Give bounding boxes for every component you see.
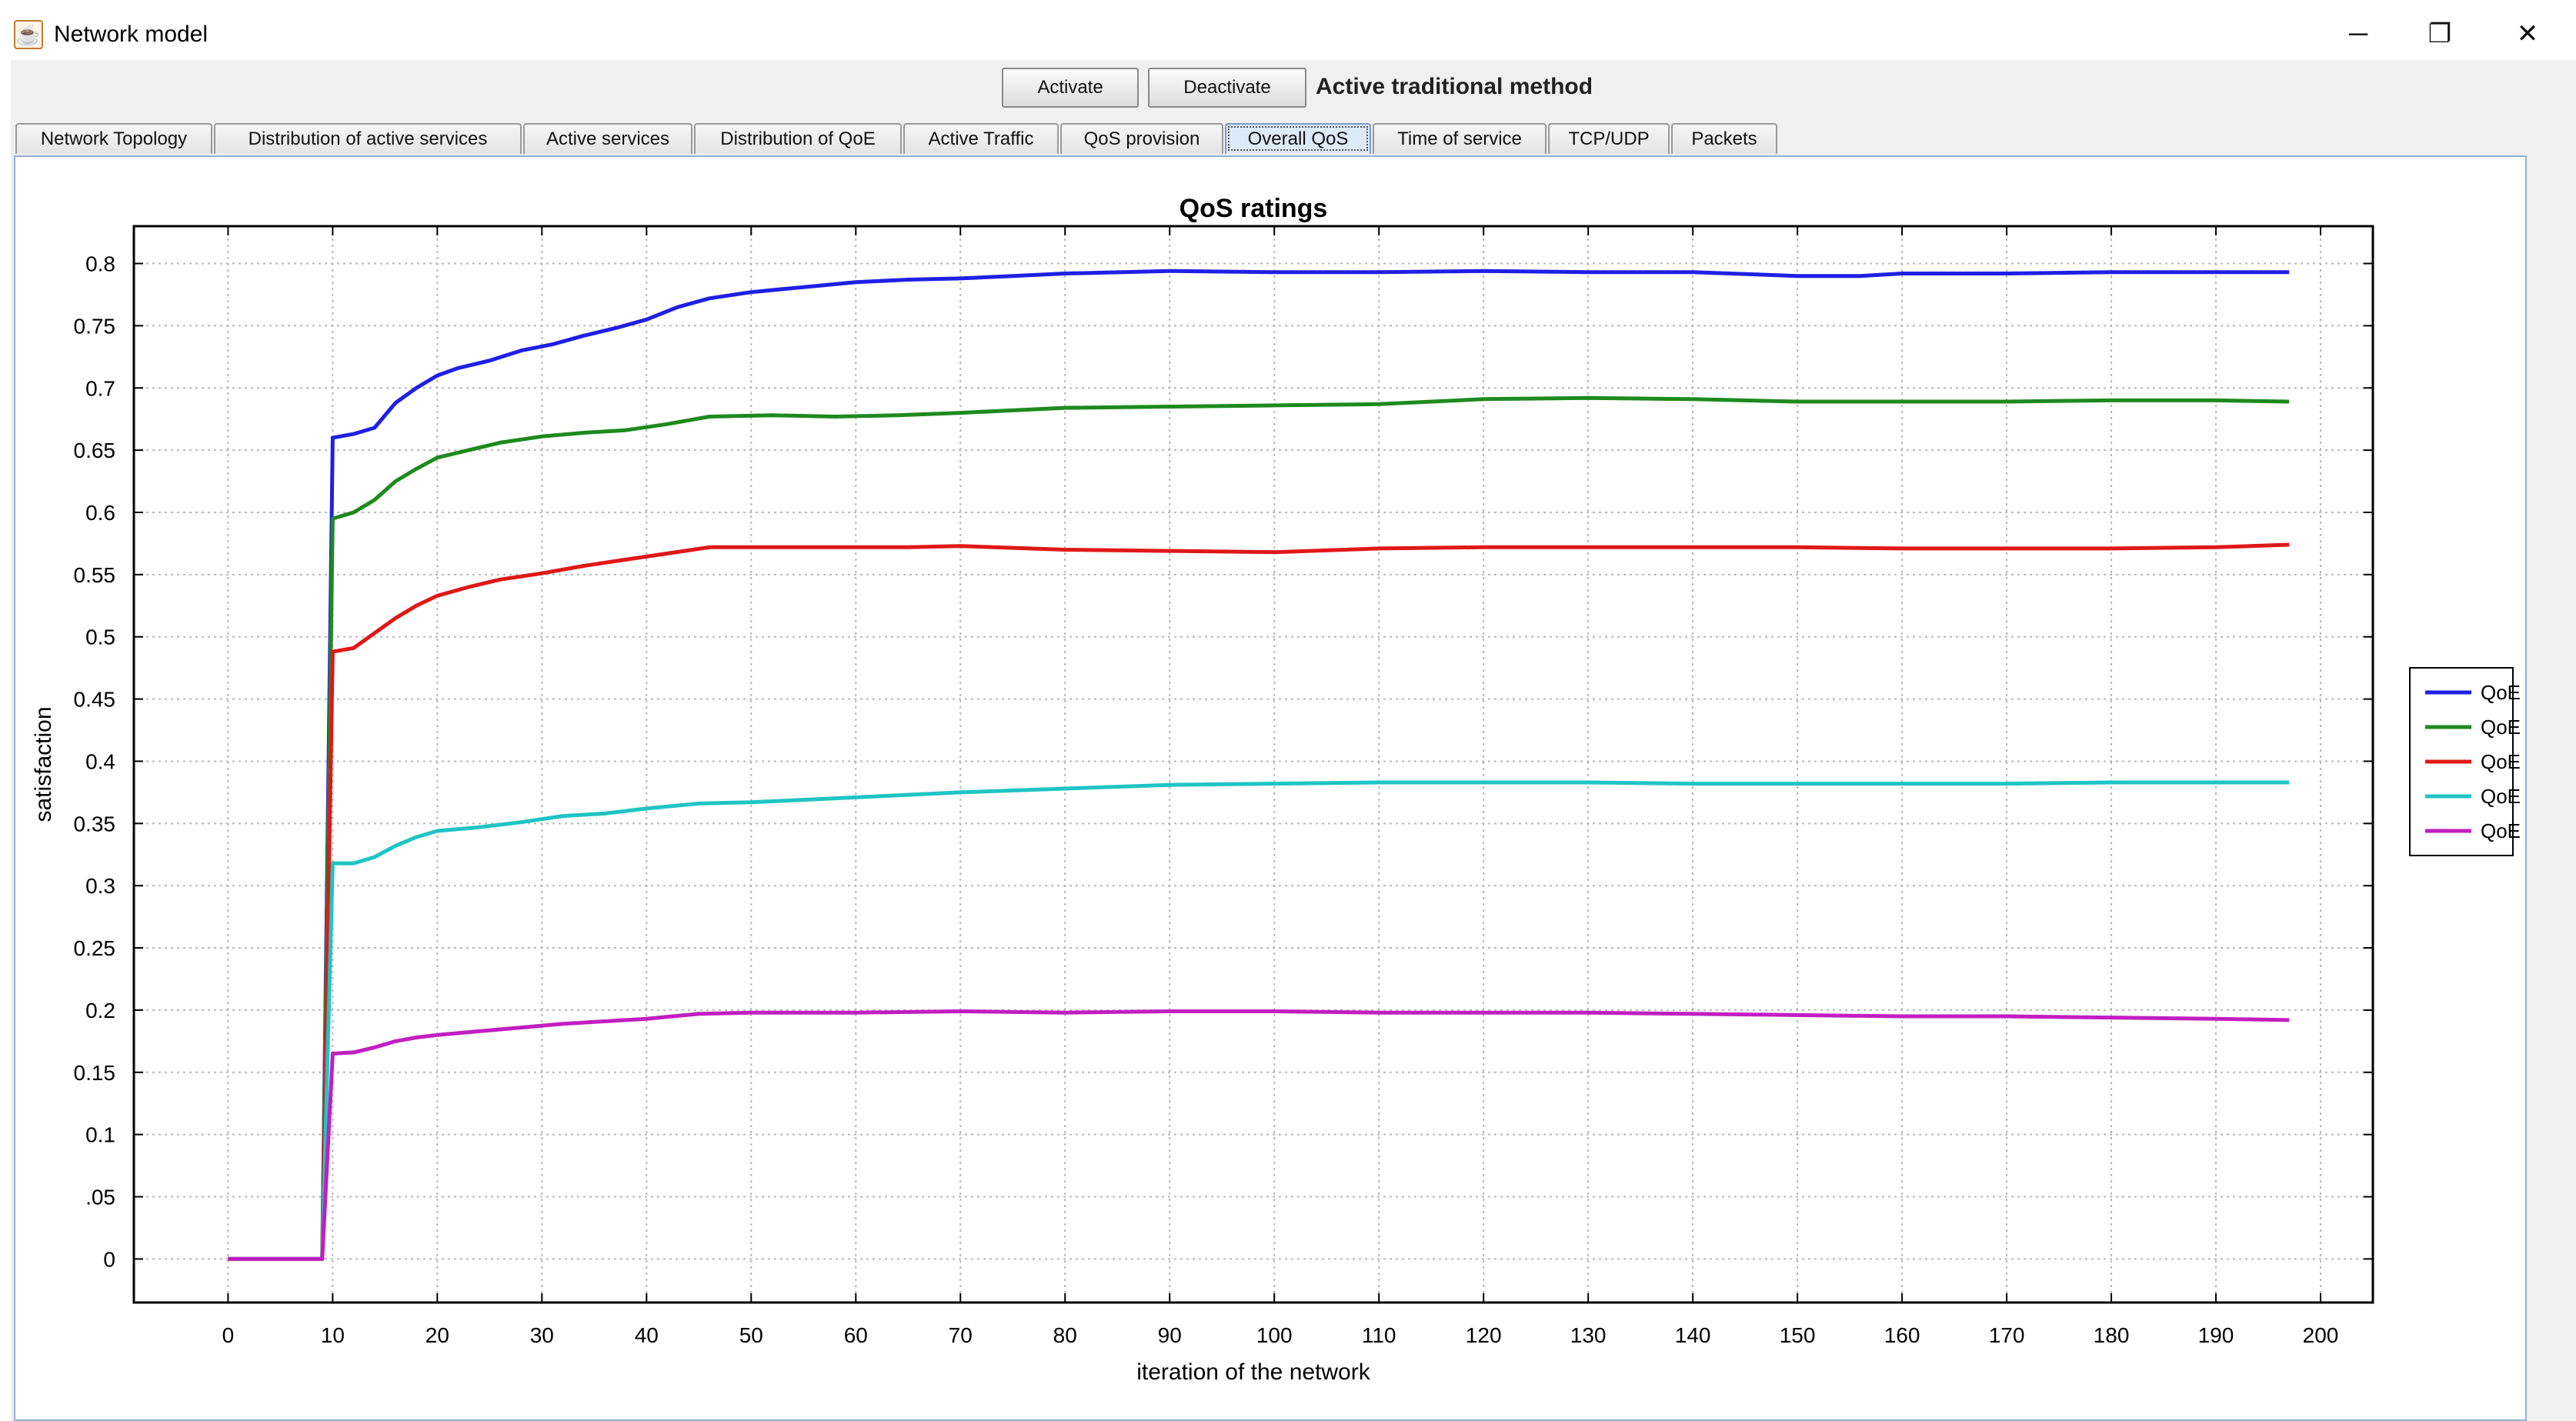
series-line-qoe-4 [228, 780, 2290, 1261]
y-tick-label: 0.75 [74, 314, 116, 338]
series-line-qoe-5 [228, 1009, 2290, 1261]
tab-qos-provision[interactable]: QoS provision [1060, 123, 1223, 154]
activate-button[interactable]: Activate [1002, 68, 1139, 108]
y-tick-label: 0.5 [85, 625, 115, 649]
x-tick-label: 60 [844, 1323, 868, 1347]
series-line-qoe-2 [228, 395, 2290, 1261]
chart-panel: 0 10 20 30 40 50 60 70 80 90 100 110 120 130 140 150 160… [14, 155, 2527, 1421]
y-tick-label: 0.45 [74, 688, 116, 712]
x-tick-label: 200 [2303, 1323, 2339, 1347]
y-tick-label: 0.3 [85, 874, 115, 898]
x-tick-label: 30 [530, 1323, 554, 1347]
tab-distribution-active-services[interactable]: Distribution of active services [214, 123, 522, 154]
y-tick-label: 0.55 [74, 563, 116, 587]
restore-icon[interactable]: ❐ [2428, 19, 2452, 48]
window-title: Network model [54, 22, 209, 47]
x-tick-label: 190 [2198, 1323, 2234, 1347]
x-tick-label: 50 [739, 1323, 763, 1347]
x-tick-label: 180 [2094, 1323, 2130, 1347]
y-tick-label: 0.65 [74, 439, 116, 462]
series-line-qoe-3 [228, 542, 2290, 1261]
x-tick-label: 160 [1884, 1323, 1920, 1347]
x-tick-label: 10 [321, 1323, 345, 1347]
tab-network-topology[interactable]: Network Topology [15, 123, 212, 154]
plot-frame [132, 225, 2374, 1304]
x-tick-label: 120 [1466, 1323, 1502, 1347]
minimize-icon[interactable]: ─ [2348, 18, 2368, 48]
y-axis-label: satisfaction [31, 706, 56, 822]
y-tick-label: 0.6 [85, 501, 115, 525]
y-tick-label: 0.2 [85, 999, 115, 1022]
qos-ratings-chart: 0 10 20 30 40 50 60 70 80 90 100 110 120 130 140 150 160… [31, 194, 2525, 1385]
tab-tcp-udp[interactable]: TCP/UDP [1548, 123, 1670, 154]
window-body: Activate Deactivate Active traditional m… [11, 60, 2576, 1421]
x-tick-label: 40 [635, 1323, 659, 1347]
legend-label: QoE 4 [2481, 785, 2525, 808]
legend-label: QoE 3 [2481, 750, 2525, 773]
close-icon[interactable]: ✕ [2516, 19, 2539, 48]
x-tick-label: 150 [1780, 1323, 1816, 1347]
tab-active-services[interactable]: Active services [523, 123, 692, 154]
chart-title: QoS ratings [1180, 194, 1328, 223]
tab-packets[interactable]: Packets [1671, 123, 1777, 154]
tab-overall-qos[interactable]: Overall QoS [1225, 123, 1371, 154]
legend-label: QoE 2 [2481, 716, 2525, 739]
x-tick-label: 110 [1362, 1323, 1396, 1347]
java-app-icon: ☕ [14, 20, 43, 49]
deactivate-button[interactable]: Deactivate [1148, 68, 1306, 108]
tab-distribution-qoe[interactable]: Distribution of QoE [694, 123, 902, 154]
y-tick-label: 0 [103, 1247, 115, 1271]
x-tick-label: 170 [1989, 1323, 2025, 1347]
y-tick-label: 0.8 [85, 252, 115, 276]
tab-active-traffic[interactable]: Active Traffic [903, 123, 1059, 154]
x-tick-label: 0 [222, 1323, 235, 1347]
x-tick-label: 70 [949, 1323, 973, 1347]
x-tick-label: 80 [1053, 1323, 1077, 1347]
tab-time-of-service[interactable]: Time of service [1373, 123, 1547, 154]
legend-label: QoE 1 [2481, 681, 2525, 704]
y-tick-label: 0.15 [74, 1061, 116, 1085]
x-axis-label: iteration of the network [1136, 1359, 1371, 1385]
x-tick-label: 20 [425, 1323, 449, 1347]
y-tick-label: 0.1 [85, 1123, 115, 1147]
x-tick-label: 140 [1675, 1323, 1711, 1347]
x-tick-label: 100 [1256, 1323, 1293, 1347]
legend-label: QoE 5 [2481, 819, 2525, 842]
x-tick-label: 130 [1570, 1323, 1607, 1347]
y-tick-label: 0.25 [74, 936, 116, 960]
y-tick-label: 0.35 [74, 812, 116, 836]
title-bar: ☕ Network model ─ ❐ ✕ [0, 0, 2576, 58]
x-tick-label: 90 [1158, 1323, 1182, 1347]
y-tick-label: 0.4 [85, 749, 115, 773]
y-tick-label: 0.7 [85, 376, 115, 400]
method-status-label: Active traditional method [1316, 74, 1593, 99]
series-line-qoe-1 [228, 269, 2290, 1261]
y-tick-label: .05 [85, 1186, 115, 1209]
